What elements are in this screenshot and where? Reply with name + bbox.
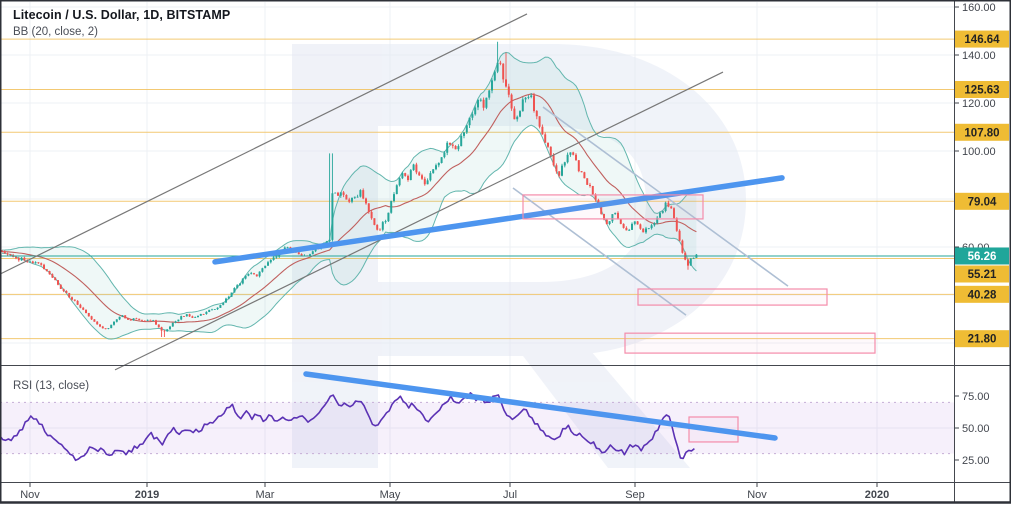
resistance-zone-box[interactable] bbox=[522, 194, 704, 220]
rsi-indicator-label[interactable]: RSI (13, close) bbox=[13, 380, 90, 392]
descending-trendline-inner[interactable] bbox=[512, 187, 687, 316]
ascending-channel-upper-line[interactable] bbox=[0, 13, 528, 275]
rsi-line bbox=[0, 391, 695, 462]
price-level-lines[interactable] bbox=[0, 38, 954, 340]
rsi-pane bbox=[0, 371, 954, 462]
rsi-tick-label: 50.00 bbox=[962, 423, 990, 435]
time-tick-label: May bbox=[380, 489, 401, 501]
time-tick-label: Sep bbox=[625, 489, 645, 501]
price-level-badge-label: 107.80 bbox=[964, 127, 999, 139]
price-level-badge-label: 125.63 bbox=[964, 84, 999, 96]
time-tick-label: 2020 bbox=[865, 489, 889, 501]
ascending-channel-lower-line[interactable] bbox=[114, 71, 724, 371]
time-tick-label: Jul bbox=[503, 489, 517, 501]
time-axis[interactable]: Nov 2019 Mar May Jul Sep Nov 2020 bbox=[20, 483, 889, 501]
rsi-band bbox=[0, 402, 954, 454]
price-tick-label: 120.00 bbox=[962, 98, 996, 110]
zone-boxes[interactable] bbox=[522, 194, 876, 354]
price-level-badge-label: 55.21 bbox=[968, 269, 997, 281]
time-tick-label: 2019 bbox=[135, 489, 159, 501]
price-level-badge bbox=[955, 192, 1009, 210]
price-level-badge bbox=[955, 265, 1009, 283]
trend-lines[interactable] bbox=[0, 13, 789, 371]
price-level-badge-label: 21.80 bbox=[968, 334, 997, 346]
price-tick-label: 140.00 bbox=[962, 50, 996, 62]
current-price-badge-label: 56.26 bbox=[968, 251, 997, 263]
primary-support-trendline[interactable] bbox=[212, 175, 785, 265]
price-level-badge bbox=[955, 330, 1009, 348]
price-level-badge bbox=[955, 80, 1009, 98]
symbol-title: Litecoin / U.S. Dollar, 1D, BITSTAMP bbox=[13, 8, 231, 22]
time-tick-label: Nov bbox=[747, 489, 767, 501]
price-level-badge bbox=[955, 285, 1009, 303]
price-level-badge-label: 40.28 bbox=[968, 289, 997, 301]
current-price-badge bbox=[955, 247, 1009, 265]
price-level-badge bbox=[955, 123, 1009, 141]
support-zone-box-2[interactable] bbox=[624, 332, 876, 354]
price-level-badge-label: 79.04 bbox=[968, 196, 997, 208]
rsi-tick-label: 75.00 bbox=[962, 391, 990, 403]
bb-indicator-label[interactable]: BB (20, close, 2) bbox=[13, 26, 99, 38]
price-level-badge-label: 146.64 bbox=[964, 34, 1000, 46]
time-tick-label: Nov bbox=[20, 489, 40, 501]
rsi-descending-trendline[interactable] bbox=[303, 371, 778, 441]
price-tick-label: 160.00 bbox=[962, 2, 996, 14]
support-zone-box-1[interactable] bbox=[637, 288, 828, 306]
rsi-tick-label: 25.00 bbox=[962, 455, 990, 467]
price-level-badge bbox=[955, 30, 1009, 48]
time-tick-label: Mar bbox=[256, 489, 275, 501]
price-tick-label: 100.00 bbox=[962, 146, 996, 158]
